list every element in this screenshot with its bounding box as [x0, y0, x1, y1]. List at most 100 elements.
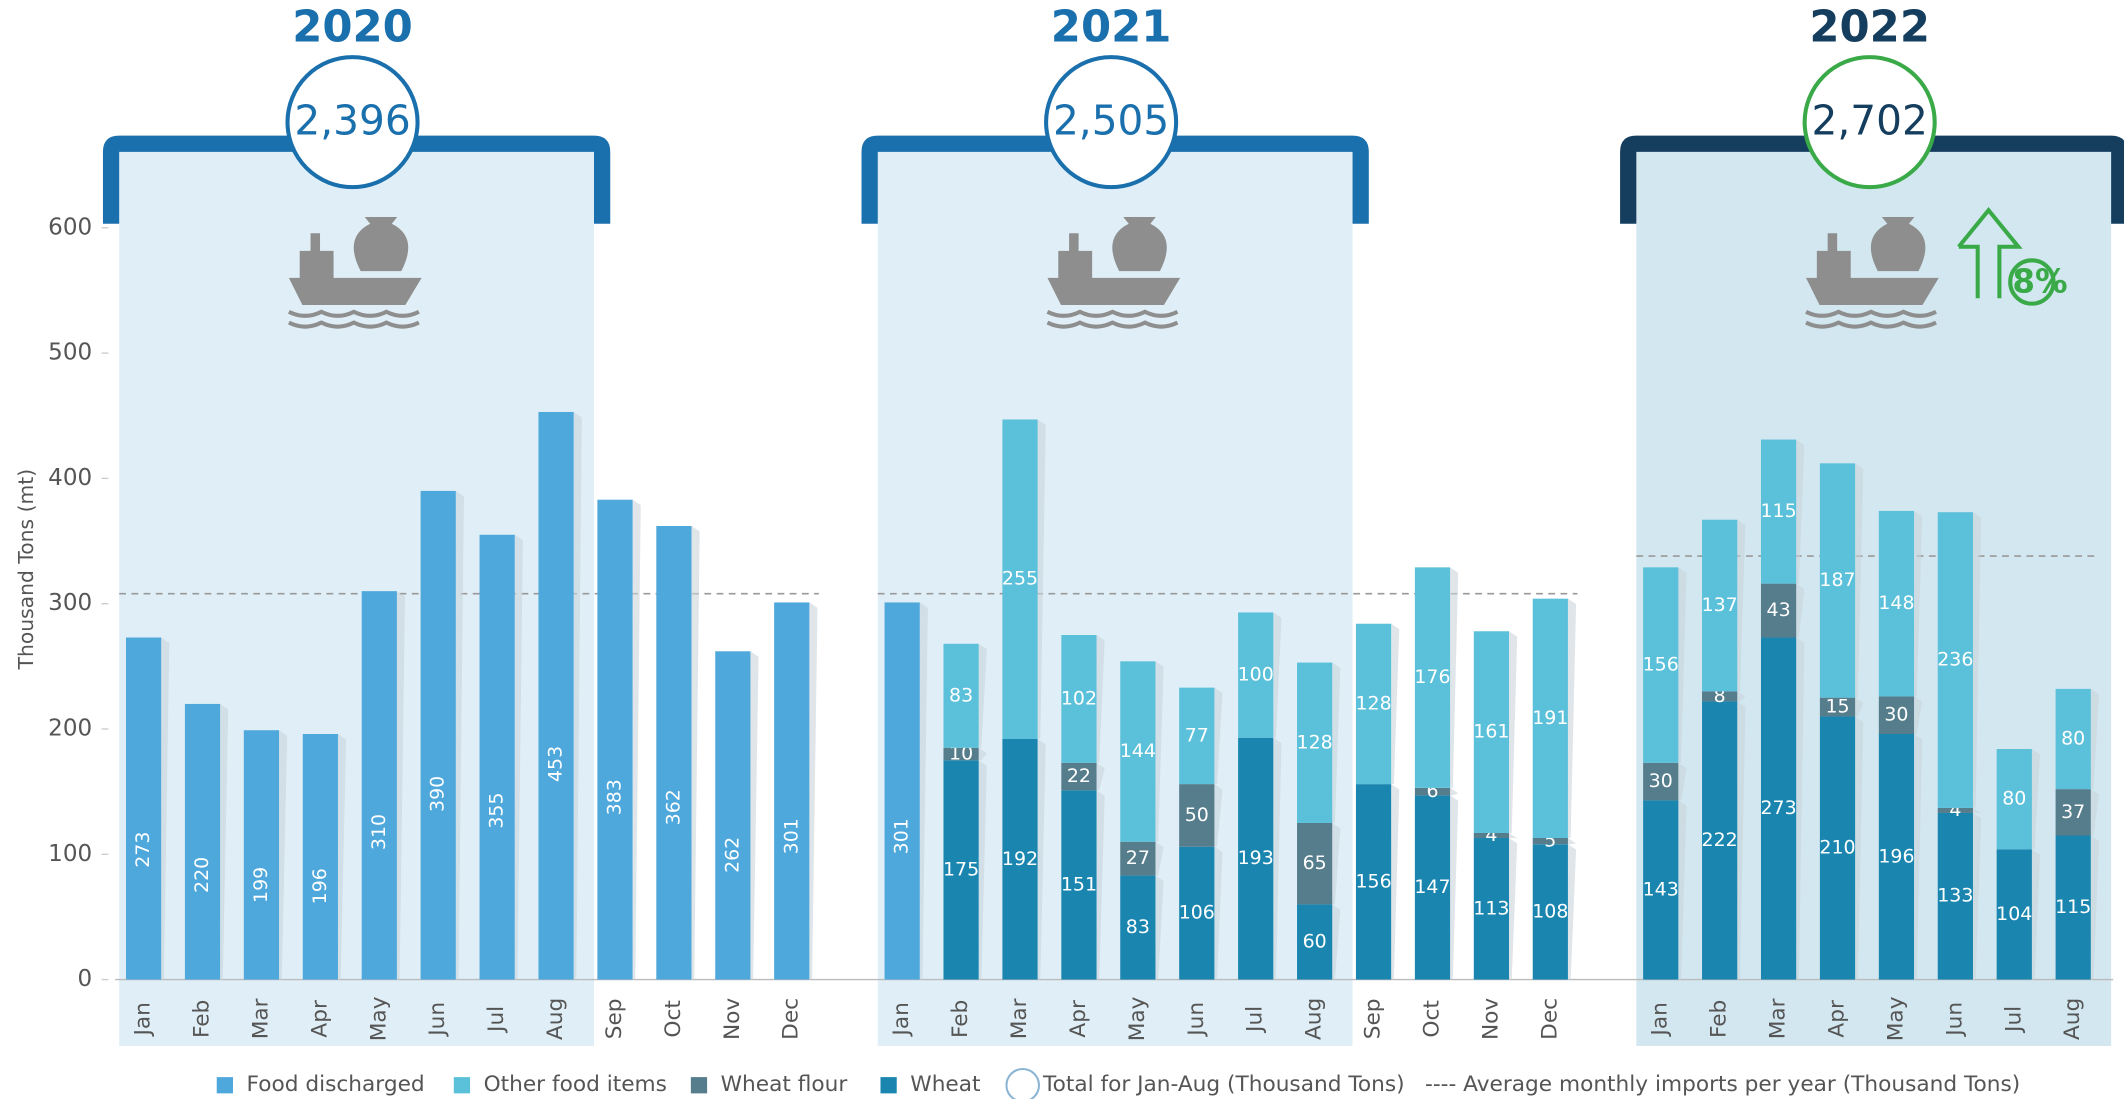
- y-tick-label: 500: [48, 340, 92, 366]
- value-label: 196: [309, 868, 331, 904]
- bar-shadow: [1332, 822, 1341, 905]
- bar-shadow: [978, 747, 987, 761]
- legend-swatch: [880, 1077, 897, 1094]
- x-tick-label: Jan: [1648, 1002, 1673, 1037]
- value-label: 143: [1643, 878, 1679, 900]
- bar-shadow: [1450, 795, 1459, 980]
- bar-segment: [1702, 701, 1738, 980]
- bar-shadow: [1678, 762, 1687, 801]
- bar-segment: [1937, 512, 1973, 808]
- bar-shadow: [1037, 739, 1046, 980]
- bar-segment: [2055, 789, 2091, 836]
- bar-shadow: [1796, 637, 1805, 980]
- bar-segment: [1643, 567, 1679, 763]
- value-label: 27: [1126, 847, 1150, 869]
- bar-shadow: [1391, 623, 1400, 785]
- bar-shadow: [396, 591, 406, 980]
- bar-segment: [538, 411, 574, 980]
- bar-shadow: [1332, 662, 1341, 823]
- y-axis-label: Thousand Tons (mt): [14, 469, 38, 671]
- value-label: 30: [1649, 770, 1673, 792]
- value-label: 161: [1473, 721, 1509, 743]
- bar-segment: [1297, 662, 1333, 823]
- bar-shadow: [1273, 612, 1282, 738]
- bracket: [861, 135, 1369, 224]
- bar-shadow: [1509, 837, 1518, 980]
- bar-segment: [1297, 822, 1333, 905]
- bar-shadow: [2090, 688, 2099, 790]
- x-tick-label: Dec: [1537, 998, 1562, 1040]
- bar-shadow: [1796, 583, 1805, 638]
- bar-shadow: [220, 703, 229, 980]
- value-label: 148: [1878, 592, 1914, 614]
- bar-segment: [1760, 637, 1797, 980]
- value-label: 273: [1760, 797, 1796, 819]
- bar-segment: [479, 534, 515, 980]
- bar-segment: [715, 651, 751, 980]
- bar-shadow: [2031, 749, 2041, 850]
- bar-shadow: [1855, 463, 1864, 698]
- bar-segment: [1532, 837, 1568, 845]
- value-label: 236: [1937, 649, 1973, 671]
- bar-shadow: [1096, 762, 1105, 791]
- bar-segment: [1414, 787, 1451, 796]
- bar-shadow: [2090, 789, 2099, 836]
- bar-segment: [1819, 697, 1856, 717]
- bar-segment: [943, 760, 979, 980]
- value-label: 362: [662, 789, 684, 825]
- bar-segment: [2055, 688, 2091, 790]
- x-tick-label: Nov: [720, 998, 745, 1040]
- y-tick-label: 200: [48, 715, 92, 741]
- value-label: 144: [1120, 740, 1156, 762]
- x-tick-label: Jul: [484, 1006, 509, 1034]
- bar-segment: [1120, 661, 1156, 842]
- value-label: 175: [943, 858, 979, 880]
- bar-segment: [656, 525, 692, 980]
- bar-shadow: [514, 534, 523, 980]
- sack-icon: [1112, 216, 1167, 272]
- bar-shadow: [1214, 846, 1223, 980]
- bar-segment: [1819, 463, 1856, 698]
- bar-segment: [1878, 733, 1915, 980]
- legend-label: Wheat: [910, 1072, 980, 1097]
- x-tick-label: Mar: [1766, 998, 1791, 1039]
- value-label: 10: [949, 743, 973, 765]
- sack-icon: [353, 216, 409, 272]
- bar-shadow: [1155, 875, 1164, 980]
- bar-shadow: [1567, 598, 1577, 838]
- x-tick-label: Jun: [1184, 1002, 1209, 1038]
- legend-circle: [1005, 1067, 1040, 1099]
- x-tick-label: Jun: [1942, 1002, 1967, 1038]
- value-label: 301: [780, 818, 802, 854]
- total-circle: [1802, 55, 1937, 190]
- x-tick-label: Sep: [1361, 998, 1386, 1039]
- bar-shadow: [1155, 841, 1164, 876]
- bar-segment: [1238, 737, 1274, 980]
- value-label: 43: [1767, 599, 1791, 621]
- bar-segment: [1473, 832, 1510, 838]
- bar-shadow: [1972, 812, 1982, 980]
- value-label: 65: [1303, 852, 1327, 874]
- bar-segment: [1702, 519, 1738, 692]
- total-label: 2,396: [294, 96, 410, 144]
- bar-segment: [1937, 807, 1973, 813]
- year-title: 2022: [1809, 3, 1930, 53]
- x-tick-label: Apr: [307, 1000, 332, 1038]
- bar-shadow: [1972, 807, 1982, 814]
- value-label: 262: [721, 837, 743, 873]
- bar-shadow: [1972, 512, 1982, 808]
- bar-segment: [1179, 846, 1215, 980]
- bar-segment: [1061, 635, 1097, 763]
- x-tick-label: Dec: [779, 998, 804, 1040]
- legend-label: Other food items: [484, 1072, 667, 1097]
- value-label: 106: [1179, 902, 1215, 924]
- y-tick-label: 300: [48, 590, 92, 616]
- value-label: 77: [1185, 724, 1209, 746]
- legend-swatch: [453, 1077, 471, 1094]
- value-label: 83: [949, 684, 973, 706]
- x-tick-label: Mar: [248, 998, 273, 1039]
- x-tick-label: Apr: [1825, 1000, 1850, 1038]
- x-tick-label: May: [1125, 996, 1150, 1041]
- value-label: 128: [1355, 692, 1391, 714]
- x-tick-label: Jan: [131, 1002, 156, 1037]
